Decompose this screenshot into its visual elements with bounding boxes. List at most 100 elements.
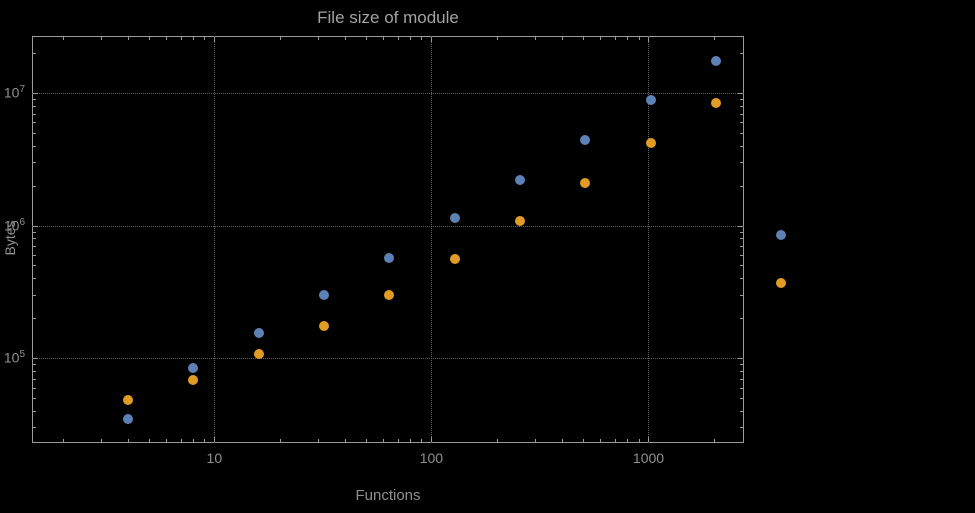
tick-mark (562, 37, 564, 40)
tick-mark (740, 427, 743, 429)
tick-mark (148, 439, 150, 442)
tick-mark (496, 37, 498, 40)
data-point-series-orange (318, 320, 329, 331)
y-tick-exponent: 6 (19, 216, 25, 228)
tick-mark (627, 439, 629, 442)
tick-mark (279, 37, 281, 40)
tick-mark (317, 439, 319, 442)
tick-mark (740, 162, 743, 164)
x-axis-label: Functions (355, 487, 421, 504)
tick-mark (740, 132, 743, 134)
tick-mark (431, 37, 433, 42)
tick-mark (204, 439, 206, 442)
tick-mark (740, 99, 743, 101)
tick-mark (648, 37, 650, 42)
tick-mark (345, 439, 347, 442)
tick-mark (740, 53, 743, 55)
data-point-series-orange (515, 216, 526, 227)
tick-mark (100, 37, 102, 40)
tick-mark (33, 364, 36, 366)
data-point-series-blue (580, 135, 591, 146)
tick-mark (421, 37, 423, 40)
tick-mark (33, 278, 36, 280)
tick-mark (33, 113, 36, 115)
tick-mark (33, 427, 36, 429)
data-point-series-blue (384, 252, 395, 263)
tick-mark (193, 37, 195, 40)
y-tick-label: 107 (3, 84, 25, 101)
tick-mark (33, 231, 36, 233)
tick-mark (627, 37, 629, 40)
tick-mark (740, 364, 743, 366)
tick-mark (33, 99, 36, 101)
tick-mark (148, 37, 150, 40)
tick-mark (534, 439, 536, 442)
tick-mark (740, 113, 743, 115)
tick-mark (33, 410, 36, 412)
tick-mark (740, 254, 743, 256)
tick-mark (33, 371, 36, 372)
tick-mark (740, 294, 743, 296)
data-point-series-blue (449, 212, 460, 223)
tick-mark (738, 93, 743, 94)
tick-mark (740, 371, 743, 372)
y-tick-exponent: 7 (19, 84, 25, 95)
tick-mark (740, 185, 743, 187)
tick-mark (33, 132, 36, 134)
tick-mark (33, 225, 38, 227)
tick-mark (33, 398, 36, 400)
tick-mark (33, 93, 38, 94)
data-point-series-blue (188, 362, 199, 373)
tick-mark (62, 37, 64, 40)
tick-mark (740, 410, 743, 412)
grid-line-horizontal (32, 358, 744, 360)
tick-mark (214, 37, 216, 42)
tick-mark (33, 387, 36, 389)
tick-mark (562, 439, 564, 442)
tick-mark (738, 358, 743, 360)
tick-mark (33, 265, 36, 267)
tick-mark (33, 358, 38, 360)
tick-mark (740, 105, 743, 107)
tick-mark (33, 246, 36, 248)
tick-mark (410, 439, 412, 442)
tick-mark (180, 439, 182, 442)
tick-mark (614, 439, 616, 442)
data-point-series-orange (449, 253, 460, 264)
tick-mark (638, 37, 640, 40)
tick-mark (127, 439, 129, 442)
tick-mark (279, 439, 281, 442)
tick-mark (33, 238, 36, 240)
data-point-series-orange (384, 289, 395, 300)
tick-mark (614, 37, 616, 40)
tick-mark (383, 37, 385, 40)
x-tick-label: 100 (419, 450, 444, 466)
tick-mark (33, 378, 36, 380)
plot-frame (32, 36, 744, 443)
data-point-series-blue (711, 55, 722, 66)
grid-line-horizontal (32, 93, 744, 94)
tick-mark (583, 439, 585, 442)
y-tick-label: 106 (3, 216, 25, 234)
tick-mark (600, 37, 602, 40)
tick-mark (366, 37, 368, 40)
tick-mark (317, 37, 319, 40)
data-point-series-orange (188, 375, 199, 386)
tick-mark (713, 439, 715, 442)
data-point-series-blue (645, 95, 656, 106)
tick-mark (740, 246, 743, 248)
tick-mark (204, 37, 206, 40)
tick-mark (496, 439, 498, 442)
tick-mark (600, 439, 602, 442)
data-point-series-orange (122, 395, 133, 406)
tick-mark (33, 145, 36, 147)
tick-mark (740, 387, 743, 389)
tick-mark (214, 437, 216, 442)
tick-mark (740, 278, 743, 280)
tick-mark (33, 294, 36, 296)
tick-mark (33, 318, 36, 320)
tick-mark (638, 439, 640, 442)
grid-line-vertical (431, 36, 433, 443)
